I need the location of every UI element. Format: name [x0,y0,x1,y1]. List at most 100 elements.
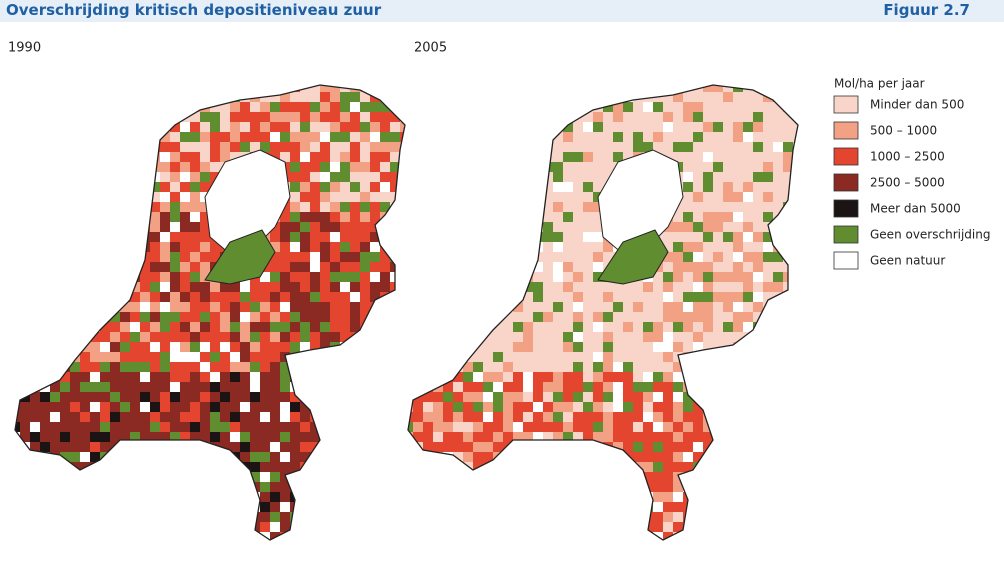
map-cell [533,302,543,312]
map-cell [170,492,180,502]
map-cell [220,132,230,142]
map-cell [643,282,653,292]
map-cell [210,322,220,332]
map-cell [763,462,773,472]
map-cell [280,382,290,392]
map-cell [783,382,793,392]
map-cell [503,85,513,92]
map-cell [110,392,120,402]
map-cell [400,182,405,192]
map-cell [250,512,260,522]
map-cell [300,392,310,402]
map-cell [503,122,513,132]
map-cell [40,282,50,292]
map-cell [150,342,160,352]
map-cell [220,392,230,402]
map-cell [533,282,543,292]
map-cell [320,502,330,512]
map-cell [20,92,30,102]
map-cell [563,192,573,202]
map-cell [350,532,360,540]
map-cell [370,472,380,482]
map-cell [240,412,250,422]
map-cell [613,392,623,402]
map-cell [240,102,250,112]
map-cell [443,92,453,102]
map-cell [380,332,390,342]
map-cell [150,452,160,462]
map-cell [623,85,633,92]
map-cell [593,542,603,552]
map-cell [90,502,100,512]
map-cell [463,522,473,532]
map-cell [170,282,180,292]
map-cell [623,452,633,462]
map-cell [513,192,523,202]
map-cell [643,532,653,540]
map-cell [443,262,453,272]
map-cell [380,502,390,512]
map-cell [763,352,773,362]
map-cell [553,372,563,382]
map-cell [340,152,350,162]
map-cell [110,112,120,122]
map-cell [663,432,673,442]
map-cell [370,342,380,352]
map-cell [140,122,150,132]
map-cell [320,452,330,462]
map-cell [513,172,523,182]
map-cell [240,302,250,312]
map-cell [20,102,30,112]
map-cell [433,112,443,122]
map-cell [743,162,753,172]
map-cell [783,232,793,242]
map-cell [30,102,40,112]
map-cell [90,292,100,302]
map-cell [423,182,433,192]
map-cell [733,262,743,272]
map-cell [563,512,573,522]
map-cell [340,382,350,392]
map-cell [503,432,513,442]
map-cell [120,102,130,112]
map-cell [400,522,405,532]
map-cell [130,332,140,342]
map-cell [453,502,463,512]
figure-title: Overschrijding kritisch depositieniveau … [6,1,382,19]
map-cell [613,502,623,512]
map-cell [230,332,240,342]
map-cell [310,282,320,292]
map-cell [613,422,623,432]
map-cell [130,312,140,322]
map-cell [180,322,190,332]
map-cell [400,302,405,312]
map-cell [763,202,773,212]
map-cell [90,402,100,412]
map-cell [523,132,533,142]
map-cell [473,492,483,502]
map-cell [503,162,513,172]
map-cell [160,142,170,152]
map-cell [80,442,90,452]
map-cell [553,302,563,312]
map-cell [210,522,220,532]
map-cell [320,222,330,232]
map-cell [713,85,723,92]
map-cell [583,292,593,302]
map-cell [573,542,583,552]
map-cell [130,422,140,432]
map-cell [593,212,603,222]
map-cell [603,92,613,102]
map-cell [543,372,553,382]
map-cell [390,85,400,92]
map-cell [290,462,300,472]
map-cell [160,422,170,432]
map-cell [300,402,310,412]
map-cell [453,382,463,392]
map-cell [360,492,370,502]
map-cell [633,112,643,122]
map-cell [553,342,563,352]
map-cell [433,342,443,352]
map-cell [453,252,463,262]
map-cell [130,322,140,332]
